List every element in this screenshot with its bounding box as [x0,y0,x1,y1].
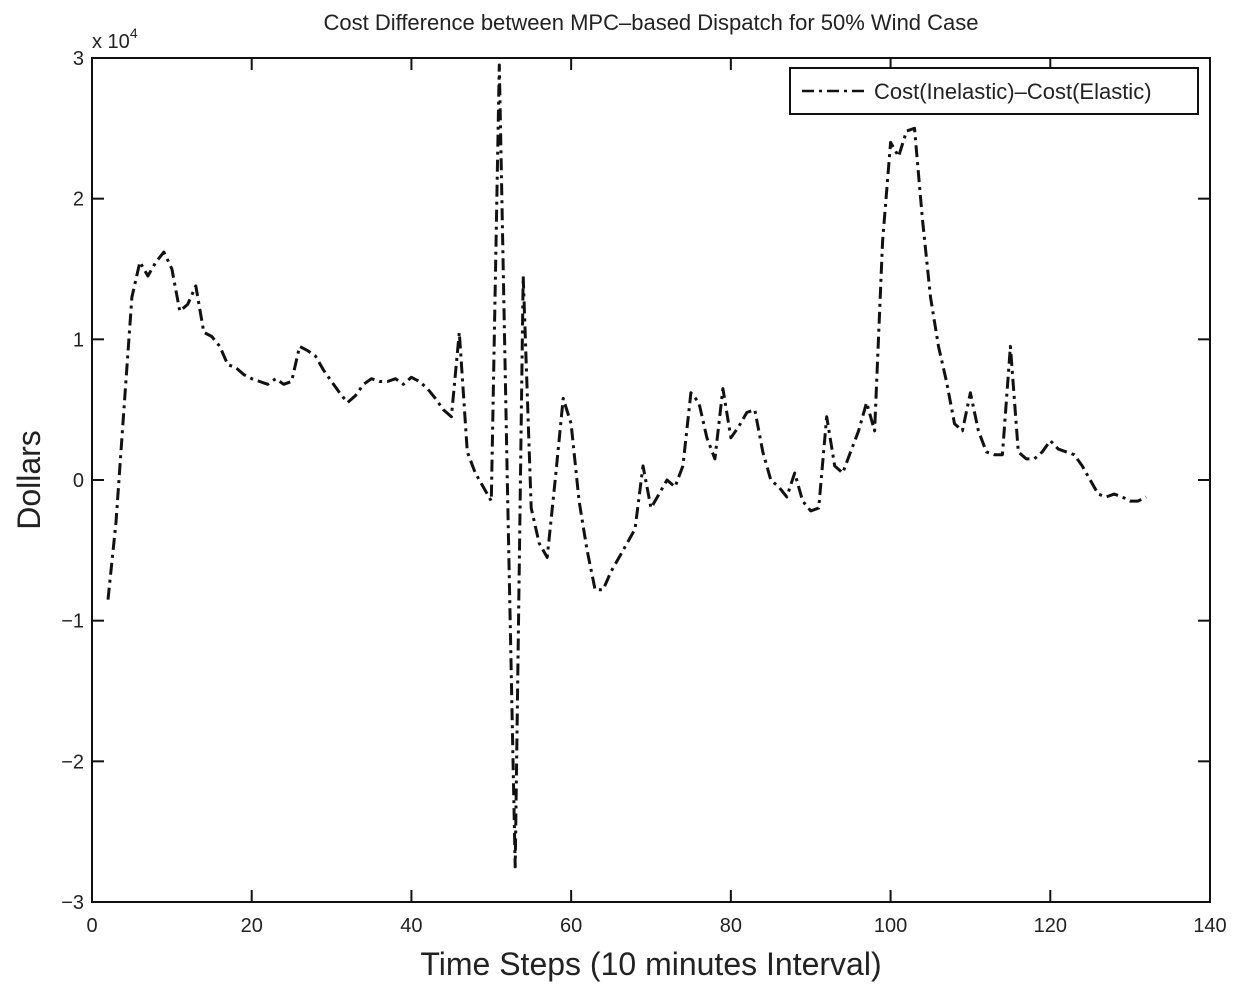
y-axis-multiplier-base: x 10 [92,31,130,53]
y-axis-multiplier-exponent: 4 [130,25,138,41]
chart-title: Cost Difference between MPC–based Dispat… [323,10,978,35]
y-tick-label: 0 [73,470,84,492]
legend-entry-label: Cost(Inelastic)–Cost(Elastic) [874,79,1152,104]
x-tick-label: 100 [874,915,907,937]
y-tick-label: −3 [61,892,84,914]
x-tick-label: 20 [241,915,263,937]
y-tick-label: 1 [73,329,84,351]
y-axis-multiplier: x 104 [92,25,138,53]
x-tick-label: 80 [720,915,742,937]
x-tick-label: 60 [560,915,582,937]
y-tick-label: −2 [61,751,84,773]
y-tick-label: −1 [61,611,84,633]
plot-frame [91,57,1211,903]
x-tick-label: 40 [400,915,422,937]
x-tick-label: 140 [1193,915,1226,937]
y-tick-label: 3 [73,48,84,70]
y-tick-label: 2 [73,189,84,211]
legend: Cost(Inelastic)–Cost(Elastic) [789,67,1199,115]
y-axis-title: Dollars [11,430,47,530]
series-line [106,63,1147,869]
axes [91,57,1211,903]
x-tick-label: 0 [86,915,97,937]
x-tick-label: 120 [1034,915,1067,937]
ticks: 0 20 40 60 80 100 120 140 −3 −2 −1 0 1 2 3 [61,48,1227,937]
x-axis-title: Time Steps (10 minutes Interval) [420,946,881,982]
series-layer [106,63,1147,869]
